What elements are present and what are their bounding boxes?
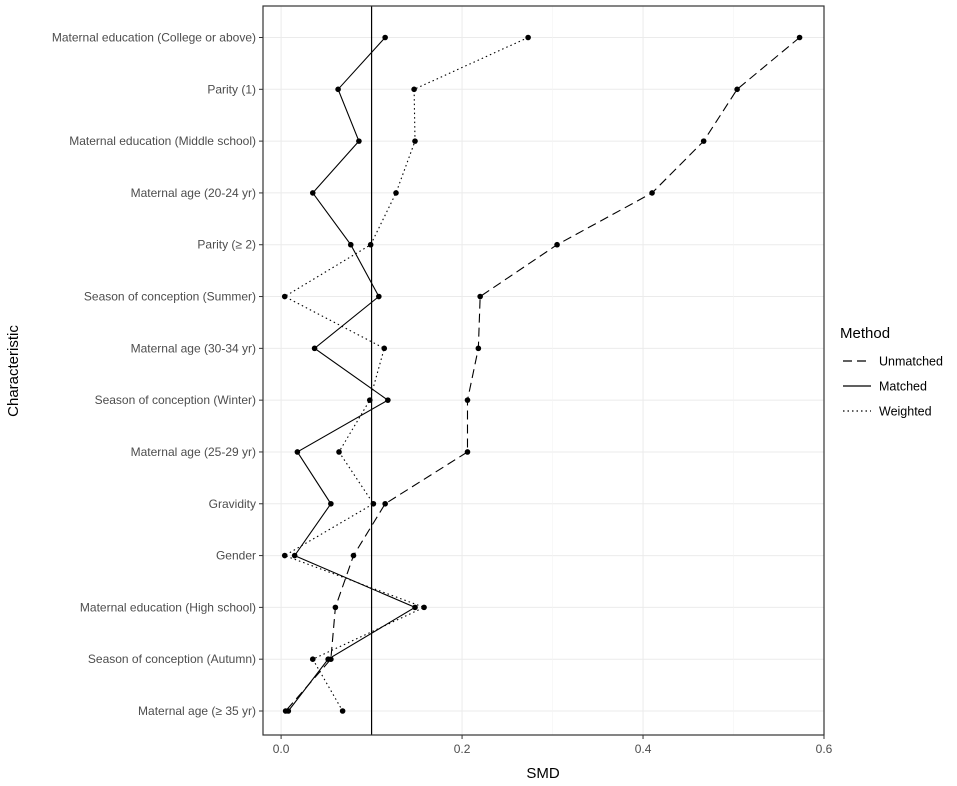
point-unmatched	[477, 293, 483, 300]
point-matched	[311, 345, 318, 352]
point-weighted	[336, 449, 342, 455]
legend: Method Unmatched Matched Weighted	[840, 325, 943, 419]
point-matched	[294, 449, 301, 455]
series-lines	[283, 36, 800, 712]
point-matched	[325, 656, 331, 662]
legend-label-weighted: Weighted	[879, 405, 932, 419]
plot-border	[262, 5, 825, 736]
plot-background	[263, 6, 824, 735]
point-weighted	[339, 708, 346, 714]
point-unmatched	[475, 345, 482, 352]
x-tick-label: 0.2	[454, 742, 471, 756]
legend-title: Method	[840, 325, 890, 342]
point-matched	[382, 34, 388, 41]
legend-label-matched: Matched	[879, 380, 927, 394]
series-points	[281, 34, 803, 714]
point-weighted	[525, 34, 531, 41]
point-unmatched	[649, 190, 655, 196]
point-weighted	[381, 345, 388, 352]
point-weighted	[393, 190, 399, 196]
x-axis-ticks: 0.0 0.2 0.4 0.6	[273, 735, 833, 756]
point-unmatched	[554, 241, 560, 248]
y-tick-label: Gravidity	[209, 497, 256, 511]
point-unmatched	[464, 397, 471, 403]
y-tick-label: Maternal education (College or above)	[52, 31, 256, 45]
point-unmatched	[796, 34, 803, 41]
y-tick-label: Maternal education (Middle school)	[69, 134, 256, 148]
point-matched	[291, 552, 298, 559]
y-tick-label: Maternal education (High school)	[80, 600, 256, 614]
point-weighted	[281, 552, 288, 559]
point-weighted	[421, 604, 427, 611]
y-tick-label: Maternal age (30-34 yr)	[131, 341, 256, 355]
x-tick-label: 0.6	[816, 742, 833, 756]
x-tick-label: 0.4	[635, 742, 652, 756]
point-weighted	[366, 397, 373, 403]
y-tick-label: Maternal age (25-29 yr)	[131, 445, 256, 459]
point-unmatched	[350, 552, 357, 559]
point-unmatched	[700, 138, 707, 144]
point-weighted	[370, 500, 377, 507]
x-axis-title: SMD	[526, 765, 560, 782]
point-matched	[285, 708, 292, 714]
y-axis-ticks: Maternal education (College or above) Par…	[52, 31, 263, 718]
series-line-weighted	[283, 36, 529, 712]
point-weighted	[281, 293, 288, 300]
y-tick-label: Season of conception (Summer)	[84, 290, 256, 304]
point-matched	[347, 241, 354, 248]
point-matched	[335, 86, 341, 93]
series-line-matched	[287, 37, 417, 712]
point-matched	[309, 190, 316, 196]
gridlines	[263, 6, 825, 735]
point-weighted	[367, 241, 374, 248]
point-unmatched	[332, 604, 339, 611]
legend-label-unmatched: Unmatched	[879, 355, 943, 369]
point-matched	[412, 604, 418, 611]
y-tick-label: Maternal age (20-24 yr)	[131, 186, 256, 200]
x-tick-label: 0.0	[273, 742, 290, 756]
point-weighted	[309, 656, 316, 662]
y-tick-label: Season of conception (Winter)	[95, 393, 256, 407]
y-tick-label: Parity (≥ 2)	[197, 238, 256, 252]
point-weighted	[411, 86, 417, 93]
point-matched	[356, 138, 362, 144]
point-matched	[376, 293, 382, 300]
point-matched	[328, 500, 334, 507]
point-matched	[385, 397, 391, 403]
legend-items: Unmatched Matched Weighted	[843, 355, 943, 419]
series-line-unmatched	[285, 37, 800, 712]
point-unmatched	[382, 500, 388, 507]
y-tick-label: Parity (1)	[207, 82, 256, 96]
point-unmatched	[464, 449, 471, 455]
y-tick-label: Maternal age (≥ 35 yr)	[138, 704, 256, 718]
y-tick-label: Season of conception (Autumn)	[88, 652, 256, 666]
y-axis-title: Characteristic	[5, 325, 22, 417]
point-weighted	[412, 138, 418, 144]
y-tick-label: Gender	[216, 549, 256, 563]
point-unmatched	[734, 86, 740, 93]
